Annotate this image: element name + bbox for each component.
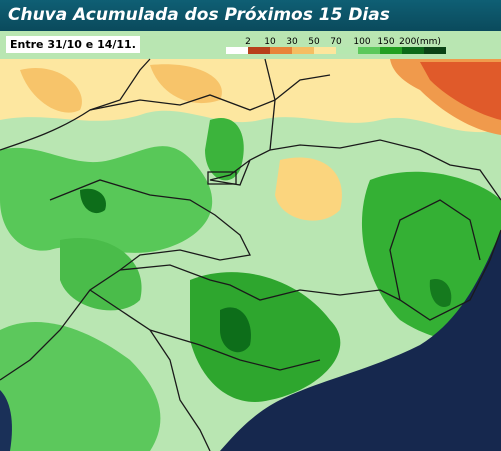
legend-label: 100 — [353, 37, 370, 47]
rain-area — [0, 321, 161, 451]
heavy-rain — [429, 279, 452, 308]
legend-label: 30 — [286, 37, 298, 47]
legend-label: 2 — [245, 37, 251, 47]
dry-area — [275, 157, 342, 221]
legend-label: 150 — [377, 37, 394, 47]
rain-area — [60, 238, 142, 311]
borders — [0, 58, 501, 451]
heavy-rain — [220, 307, 251, 353]
rain-area — [0, 146, 213, 253]
legend-label: 70 — [330, 37, 342, 47]
subtitle: Entre 31/10 e 14/11. — [6, 36, 140, 53]
low-rain-area — [0, 59, 501, 133]
heavy-rain — [80, 188, 106, 214]
legend-label: 50 — [308, 37, 320, 47]
title: Chuva Acumulada dos Próximos 15 Dias — [0, 0, 501, 31]
dry-area — [150, 64, 222, 104]
ocean — [220, 230, 501, 451]
rain-area — [205, 118, 244, 181]
legend-label: 200(mm) — [399, 37, 441, 47]
rain-area — [190, 272, 341, 402]
legend: 2 10 30 50 70 100 150 200(mm) — [226, 37, 446, 54]
very-dry-area — [420, 62, 501, 120]
ocean — [0, 390, 12, 451]
legend-label: 10 — [264, 37, 276, 47]
dry-area — [20, 68, 82, 113]
